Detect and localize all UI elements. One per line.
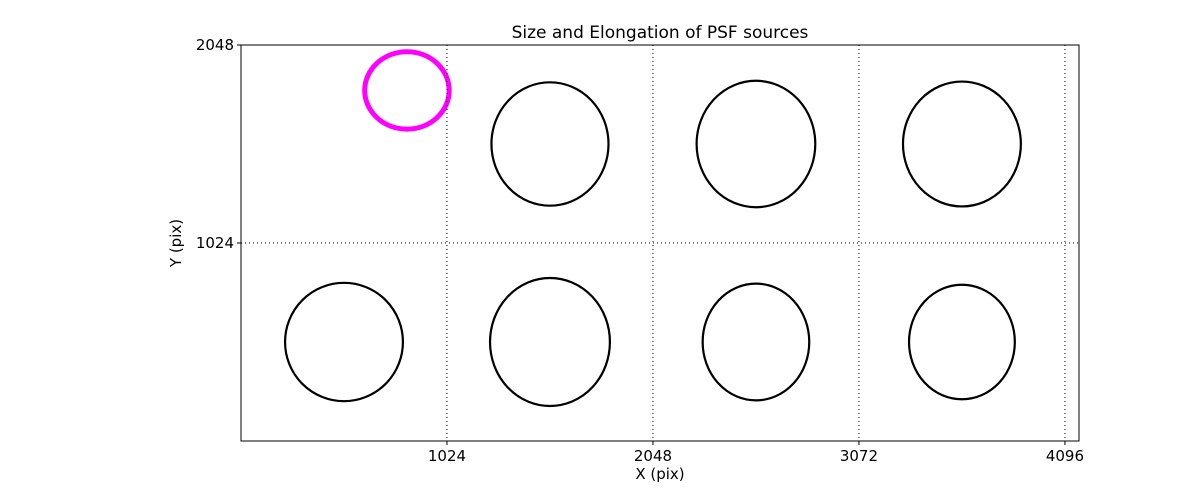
- y-tick-label: 1024: [196, 234, 234, 252]
- x-tick-label: 1024: [428, 447, 466, 465]
- psf-source-ellipse: [695, 79, 817, 209]
- x-tick-label: 4096: [1046, 447, 1084, 465]
- psf-source-ellipse-highlight: [362, 49, 452, 132]
- x-tick-label: 3072: [840, 447, 878, 465]
- psf-source-ellipse: [907, 283, 1016, 401]
- x-axis-label: X (pix): [635, 465, 685, 483]
- psf-source-ellipse: [488, 276, 612, 408]
- y-axis-label: Y (pix): [167, 218, 185, 268]
- psf-source-ellipse: [490, 81, 610, 207]
- psf-source-ellipse: [283, 281, 405, 403]
- psf-source-ellipse: [901, 80, 1022, 208]
- y-tick-label: 2048: [196, 36, 234, 54]
- chart-title: Size and Elongation of PSF sources: [511, 23, 809, 43]
- x-tick-label: 2048: [634, 447, 672, 465]
- psf-source-ellipse: [701, 282, 811, 402]
